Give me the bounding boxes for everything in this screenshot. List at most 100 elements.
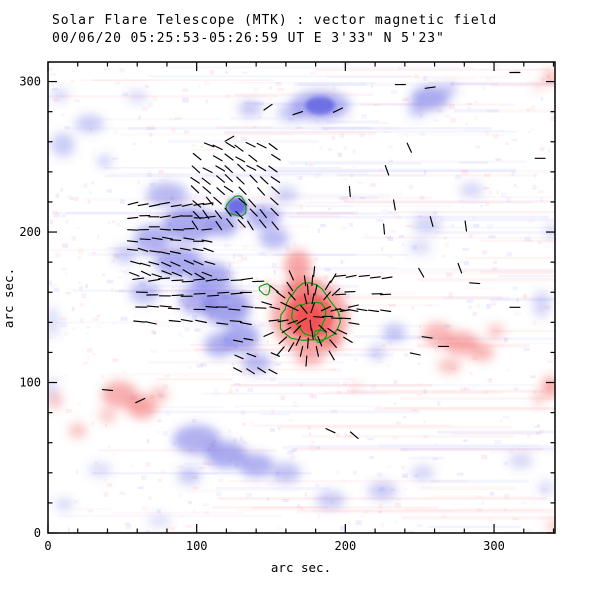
vector-segment [160,229,170,230]
noise-speck [419,133,425,136]
noise-speck [336,471,340,475]
noise-speck [201,363,207,367]
vector-segment [128,202,138,205]
noise-streak [462,288,494,290]
vector-segment [264,332,273,336]
noise-speck [462,248,469,251]
vector-segment [249,155,257,161]
noise-speck [381,523,384,528]
noise-speck [91,422,94,426]
noise-streak [212,506,327,508]
noise-speck [171,528,174,531]
noise-speck [517,186,520,189]
noise-speck [97,315,101,317]
noise-speck [467,103,473,105]
noise-streak [387,211,555,213]
noise-speck [182,98,188,103]
vector-segment [255,308,266,309]
noise-speck [388,145,392,148]
noise-speck [296,127,303,129]
noise-speck [403,416,406,419]
magnetic-region-positive [295,348,325,366]
noise-speck [158,479,162,482]
noise-streak [452,269,555,272]
noise-speck [523,294,527,299]
noise-speck [86,333,88,335]
noise-speck [240,437,242,442]
noise-speck [538,190,544,194]
noise-speck [92,354,97,356]
noise-speck [476,303,480,307]
noise-speck [489,519,493,522]
noise-speck [107,483,112,487]
noise-speck [83,183,87,188]
vector-segment [140,239,150,240]
noise-speck [287,450,293,455]
noise-streak [289,162,421,164]
noise-speck [293,405,297,407]
vector-segment [271,177,279,183]
magnetic-region-positive [295,306,322,333]
noise-speck [88,200,90,204]
noise-speck [159,170,164,173]
noise-speck [490,492,495,496]
magnetic-region-negative [509,453,533,468]
noise-speck [248,189,250,194]
noise-speck [85,284,88,288]
vector-segment [272,155,281,160]
vector-segment [213,156,222,161]
vector-segment [172,280,183,281]
noise-speck [270,428,275,432]
noise-speck [293,401,295,404]
noise-speck [469,305,472,308]
noise-speck [473,224,480,228]
noise-speck [48,68,52,71]
noise-speck [350,174,353,178]
magnetic-region-negative [533,291,551,318]
noise-speck [483,391,488,394]
magnetic-region-negative [383,324,407,342]
magnetic-region-negative [51,133,75,157]
noise-speck [485,203,489,206]
vector-segment [470,283,480,284]
vector-segment [150,205,160,207]
noise-streak [216,487,330,491]
noise-speck [163,431,168,436]
noise-speck [79,247,84,249]
magnetic-region-negative [277,104,304,122]
y-tick-label: 100 [19,376,41,390]
noise-speck [105,424,107,427]
noise-speck [467,107,470,109]
noise-speck [399,191,403,195]
noise-streak [261,413,290,415]
vector-segment [208,295,219,296]
noise-speck [534,174,536,178]
noise-speck [475,116,478,120]
noise-speck [52,495,54,498]
noise-speck [185,327,190,331]
noise-speck [66,292,71,294]
noise-speck [55,253,60,258]
noise-streak [224,131,516,133]
noise-streak [432,495,535,498]
noise-speck [486,131,489,135]
noise-speck [241,257,247,261]
vector-segment [169,321,180,322]
noise-speck [137,180,140,185]
noise-streak [121,133,293,136]
noise-speck [381,210,386,212]
noise-speck [274,270,276,275]
noise-speck [138,487,144,490]
noise-speck [402,244,405,247]
noise-speck [424,170,426,174]
noise-speck [80,318,83,323]
noise-speck [148,103,153,108]
noise-speck [406,225,413,228]
vector-segment [218,292,229,293]
vector-segment [326,429,335,433]
noise-speck [237,259,241,261]
noise-speck [259,252,266,256]
magnetic-region-positive [99,408,117,423]
noise-speck [241,411,246,415]
